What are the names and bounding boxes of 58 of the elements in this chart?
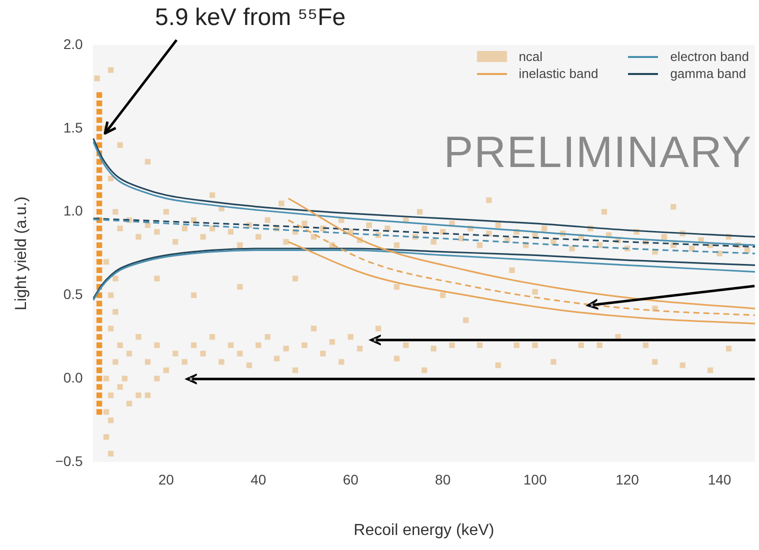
point: [96, 92, 102, 98]
point: [96, 326, 102, 332]
x-tick-label: 80: [435, 471, 451, 488]
y-axis-title: Light yield (a.u.): [13, 196, 30, 310]
y-tick-label: 1.5: [63, 119, 84, 136]
legend-label: gamma band: [670, 66, 746, 81]
point: [96, 384, 102, 390]
point: [96, 167, 102, 173]
x-tick-label: 60: [342, 471, 359, 488]
y-tick-label: 0.0: [63, 369, 84, 386]
line-series: [92, 218, 755, 248]
annotation: 5.9 keV from ⁵⁵Fe: [155, 4, 346, 32]
x-tick-label: 20: [158, 471, 174, 488]
line-series: [288, 219, 755, 316]
point: [96, 334, 102, 340]
point: [96, 234, 102, 240]
point: [96, 134, 102, 140]
point: [96, 192, 102, 198]
point: [96, 342, 102, 348]
point: [96, 226, 102, 232]
point: [96, 126, 102, 132]
point: [96, 276, 102, 282]
x-tick-label: 120: [616, 471, 640, 488]
line-series: [288, 198, 755, 310]
point: [96, 208, 102, 215]
point: [96, 100, 102, 106]
point: [96, 184, 102, 190]
x-axis-title: Recoil energy (keV): [354, 522, 494, 539]
x-tick-label: 100: [523, 471, 547, 488]
legend-label: inelastic band: [518, 66, 598, 81]
point: [96, 108, 102, 115]
point: [96, 400, 102, 406]
point: [96, 409, 102, 415]
point: [96, 259, 102, 265]
line-series: [92, 218, 755, 254]
point: [96, 350, 102, 356]
y-tick-label: 1.0: [63, 202, 84, 219]
y-tick-label: 2.0: [63, 36, 84, 52]
legend-label: ncal: [518, 49, 543, 64]
x-tick-label: 140: [708, 471, 732, 488]
y-tick-label: 0.5: [63, 286, 84, 302]
legend-label: electron band: [670, 49, 749, 64]
point: [96, 250, 102, 256]
point: [96, 300, 102, 306]
point: [96, 117, 102, 123]
point: [96, 392, 102, 398]
point: [96, 359, 102, 365]
annotation: PRELIMINARY: [444, 128, 752, 178]
point: [96, 317, 102, 324]
point: [96, 176, 102, 182]
point: [96, 267, 102, 274]
point: [96, 242, 102, 248]
y-tick-label: −0.5: [55, 452, 84, 469]
x-tick-label: 40: [250, 471, 266, 488]
point: [96, 376, 102, 382]
point: [96, 367, 102, 374]
point: [96, 200, 102, 206]
point: [96, 309, 102, 315]
